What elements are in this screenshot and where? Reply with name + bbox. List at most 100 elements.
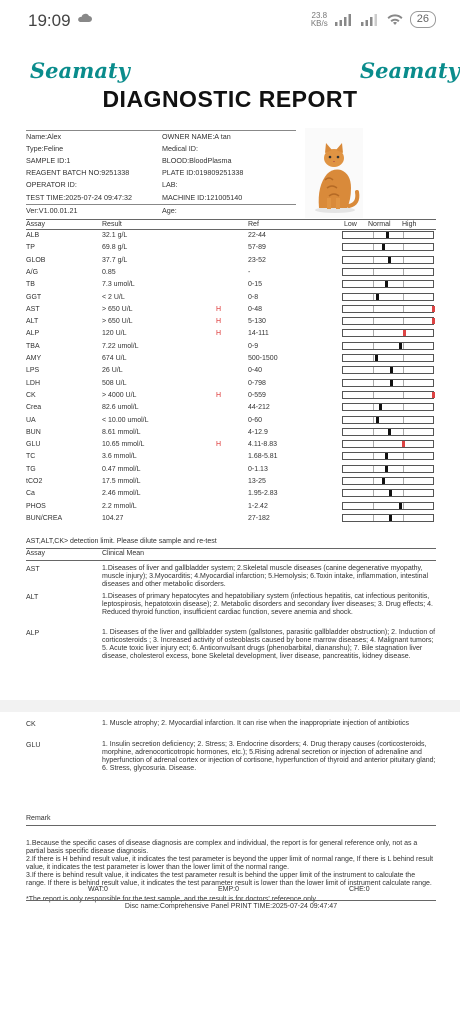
row-result: 508 U/L — [102, 379, 127, 387]
range-bar — [342, 366, 434, 375]
row-result: 37.7 g/L — [102, 256, 128, 264]
header-ref: Ref — [248, 221, 259, 228]
row-assay: TB — [26, 281, 35, 289]
result-row: PHOS 2.2 mmol/L 1-2.42 — [26, 501, 436, 513]
result-row: LPS 26 U/L 0-40 — [26, 365, 436, 377]
range-marker — [398, 502, 402, 509]
row-ref: 1-2.42 — [248, 502, 268, 510]
row-result: 0.47 mmol/L — [102, 465, 141, 473]
row-result: 7.22 umol/L — [102, 342, 139, 350]
detection-note: AST,ALT,CK> detection limit. Please dilu… — [26, 538, 217, 545]
wifi-icon — [387, 14, 403, 25]
range-marker — [431, 318, 435, 325]
row-assay: AST — [26, 305, 40, 313]
row-result: 32.1 g/L — [102, 232, 128, 239]
row-assay: BUN/CREA — [26, 514, 63, 522]
remark-p3: 3.If there is behind result value, it in… — [26, 872, 432, 887]
row-assay: GLOB — [26, 256, 46, 264]
row-assay: ALB — [26, 232, 40, 239]
row-ref: 22-44 — [248, 232, 266, 239]
lab: LAB: — [162, 180, 178, 189]
range-bar — [342, 390, 435, 399]
header-low: Low — [344, 221, 357, 228]
row-ref: 1.68-5.81 — [248, 453, 278, 461]
result-row: LDH 508 U/L 0-798 — [26, 378, 436, 390]
result-row: BUN 8.61 mmol/L 4-12.9 — [26, 427, 436, 439]
operator-id: OPERATOR ID: — [26, 180, 77, 189]
remark-p2: 2.If there is H behind result value, it … — [26, 856, 434, 871]
result-row: TC 3.6 mmol/L 1.68-5.81 — [26, 451, 436, 463]
range-marker — [381, 478, 385, 484]
row-assay: TBA — [26, 342, 40, 350]
result-row: Crea 82.6 umol/L 44-212 — [26, 402, 436, 414]
brand-logo-right: Seamaty — [360, 58, 460, 83]
row-flag: H — [216, 391, 222, 399]
row-assay: TP — [26, 244, 35, 252]
range-bar — [342, 317, 435, 326]
row-ref: 0-48 — [248, 305, 263, 313]
clinical-text-alt: 1.Diseases of primary hepatocytes and he… — [102, 593, 433, 616]
test-time: TEST TIME:2025-07-24 09:47:32 — [26, 193, 133, 202]
report-title: DIAGNOSTIC REPORT — [102, 86, 358, 112]
range-bar — [342, 304, 435, 313]
range-marker — [384, 453, 388, 460]
row-result: 17.5 mmol/L — [102, 478, 141, 485]
row-result: 120 U/L — [102, 330, 127, 338]
result-row: TB 7.3 umol/L 0-15 — [26, 279, 436, 291]
clinical-text-alp: 1. Diseases of the liver and gallbladder… — [102, 629, 436, 660]
cat-photo — [305, 128, 363, 218]
range-bar — [342, 341, 434, 350]
range-bar — [342, 255, 434, 264]
row-ref: 0-8 — [248, 293, 259, 301]
row-assay: ALP — [26, 330, 40, 338]
range-marker — [379, 404, 383, 411]
signal-icon-2 — [360, 13, 377, 26]
range-bar — [342, 267, 434, 276]
range-bar — [342, 464, 434, 473]
clinical-assay-glu: GLU — [26, 742, 41, 749]
row-assay: A/G — [26, 268, 39, 276]
range-marker — [389, 490, 393, 497]
clinical-assay-alp: ALP — [26, 630, 40, 637]
header-assay: Assay — [26, 221, 46, 228]
che-count: CHE:0 — [349, 886, 370, 893]
row-ref: 0-1.13 — [248, 465, 268, 473]
row-ref: 0-15 — [248, 281, 263, 289]
range-bar — [342, 280, 434, 289]
range-bar — [342, 403, 434, 412]
signal-icon — [334, 13, 351, 26]
status-bar: 19:09 23.8 KB/s 26 — [0, 0, 460, 40]
age: Age: — [162, 206, 177, 215]
range-bar — [342, 329, 434, 338]
header-result: Result — [102, 221, 122, 228]
result-row: UA < 10.00 umol/L 0-60 — [26, 415, 436, 427]
row-ref: 1.95-2.83 — [248, 490, 278, 498]
range-marker — [402, 441, 406, 448]
page-separator — [0, 700, 460, 712]
row-assay: ALT — [26, 318, 39, 326]
row-result: < 2 U/L — [102, 293, 125, 301]
row-ref: 5-130 — [248, 318, 266, 326]
row-result: 104.27 — [102, 514, 124, 522]
clinical-header-assay: Assay — [26, 550, 46, 557]
row-assay: UA — [26, 416, 36, 424]
range-marker — [431, 391, 435, 398]
footer-disc: Disc name:Comprehensive Panel PRINT TIME… — [26, 900, 436, 910]
range-marker — [398, 342, 402, 349]
row-ref: - — [248, 268, 251, 276]
row-ref: 44-212 — [248, 404, 270, 412]
emp-count: EMP:0 — [218, 886, 240, 893]
remark-p1: 1.Because the specific cases of disease … — [26, 840, 418, 855]
range-marker — [390, 379, 394, 386]
remark-label: Remark — [26, 815, 436, 826]
row-ref: 0-9 — [248, 342, 259, 350]
range-bar — [342, 292, 434, 301]
row-flag: H — [216, 441, 222, 449]
result-row: TP 69.8 g/L 57-89 — [26, 242, 436, 254]
range-bar — [342, 415, 434, 424]
blood-type: BLOOD:BloodPlasma — [162, 156, 232, 165]
range-bar — [342, 489, 434, 498]
range-marker — [387, 428, 391, 435]
owner-name: OWNER NAME:A tan — [162, 132, 231, 141]
clinical-text-glu: 1. Insulin secretion deficiency; 2. Stre… — [102, 741, 436, 772]
